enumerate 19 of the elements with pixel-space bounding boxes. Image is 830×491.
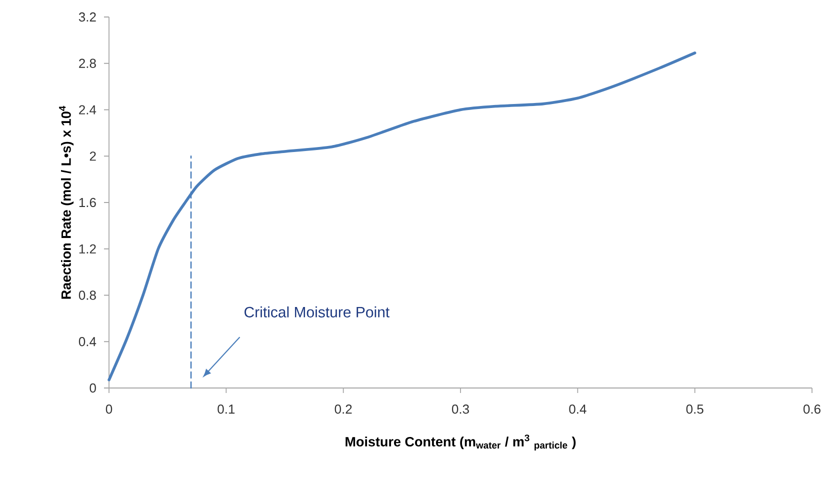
x-tick-label: 0.1 — [218, 404, 235, 414]
y-tick-label: 1.6 — [79, 198, 96, 208]
y-tick-label: 1.2 — [79, 244, 96, 254]
x-tick-label: 0.4 — [569, 404, 586, 414]
y-axis-title: Raection Rate (mol / L•s) x 10$^{4}$ — [59, 106, 74, 299]
x-tick-label: 0.3 — [452, 404, 469, 414]
y-tick-label: 3.2 — [78, 12, 96, 22]
y-tick-label: 2 — [90, 152, 96, 161]
y-tick-label: 2.4 — [79, 105, 96, 114]
x-axis-title: Moisture Content (m$_{water}$ / m$^{3}$ $_{particle}$ ) — [346, 434, 576, 450]
x-tick-label: 0.2 — [334, 404, 352, 414]
y-tick-label: 2.8 — [79, 58, 96, 68]
x-tick-label: 0.5 — [686, 404, 704, 414]
annotation: Critical Moisture Point — [244, 306, 390, 318]
y-tick-label: 0 — [90, 383, 96, 393]
x-tick-label: 0 — [106, 404, 112, 414]
y-tick-label: 0.8 — [78, 290, 96, 300]
y-tick-label: 0.4 — [78, 337, 96, 346]
x-tick-label: 0.6 — [803, 404, 820, 414]
